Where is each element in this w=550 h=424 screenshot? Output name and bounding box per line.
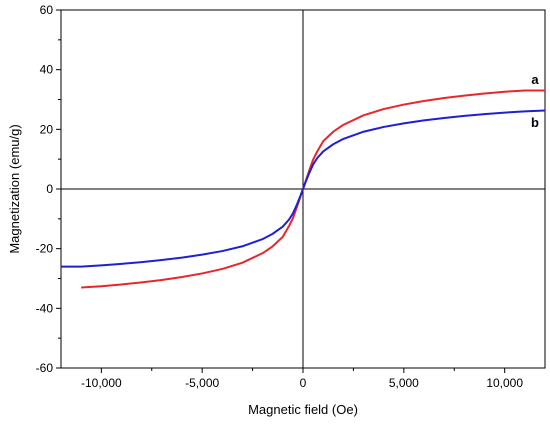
y-tick-label: 0 bbox=[46, 182, 53, 196]
series-labels: ab bbox=[531, 72, 539, 130]
y-tick-label: -60 bbox=[36, 361, 54, 375]
y-axis-label: Magnetization (emu/g) bbox=[7, 124, 22, 253]
x-tick-label: -10,000 bbox=[81, 376, 122, 390]
y-tick-label: -40 bbox=[36, 301, 54, 315]
x-axis-label: Magnetic field (Oe) bbox=[248, 402, 358, 417]
x-tick-label: 10,000 bbox=[486, 376, 523, 390]
x-tick-label: 0 bbox=[300, 376, 307, 390]
y-tick-label: 40 bbox=[40, 63, 54, 77]
series-layer bbox=[61, 89, 546, 289]
x-tick-label: 5,000 bbox=[389, 376, 419, 390]
x-axis-ticks: -10,000 -5,000 0 5,000 10,000 bbox=[81, 368, 523, 390]
series-label-a: a bbox=[531, 72, 539, 87]
x-tick-label: -5,000 bbox=[185, 376, 219, 390]
y-tick-label: -20 bbox=[36, 242, 54, 256]
y-tick-label: 60 bbox=[40, 3, 54, 17]
y-axis-ticks: -60 -40 -20 0 20 40 60 bbox=[36, 3, 61, 375]
series-label-b: b bbox=[531, 115, 539, 130]
y-tick-label: 20 bbox=[40, 122, 54, 136]
series-line-b bbox=[61, 109, 546, 268]
